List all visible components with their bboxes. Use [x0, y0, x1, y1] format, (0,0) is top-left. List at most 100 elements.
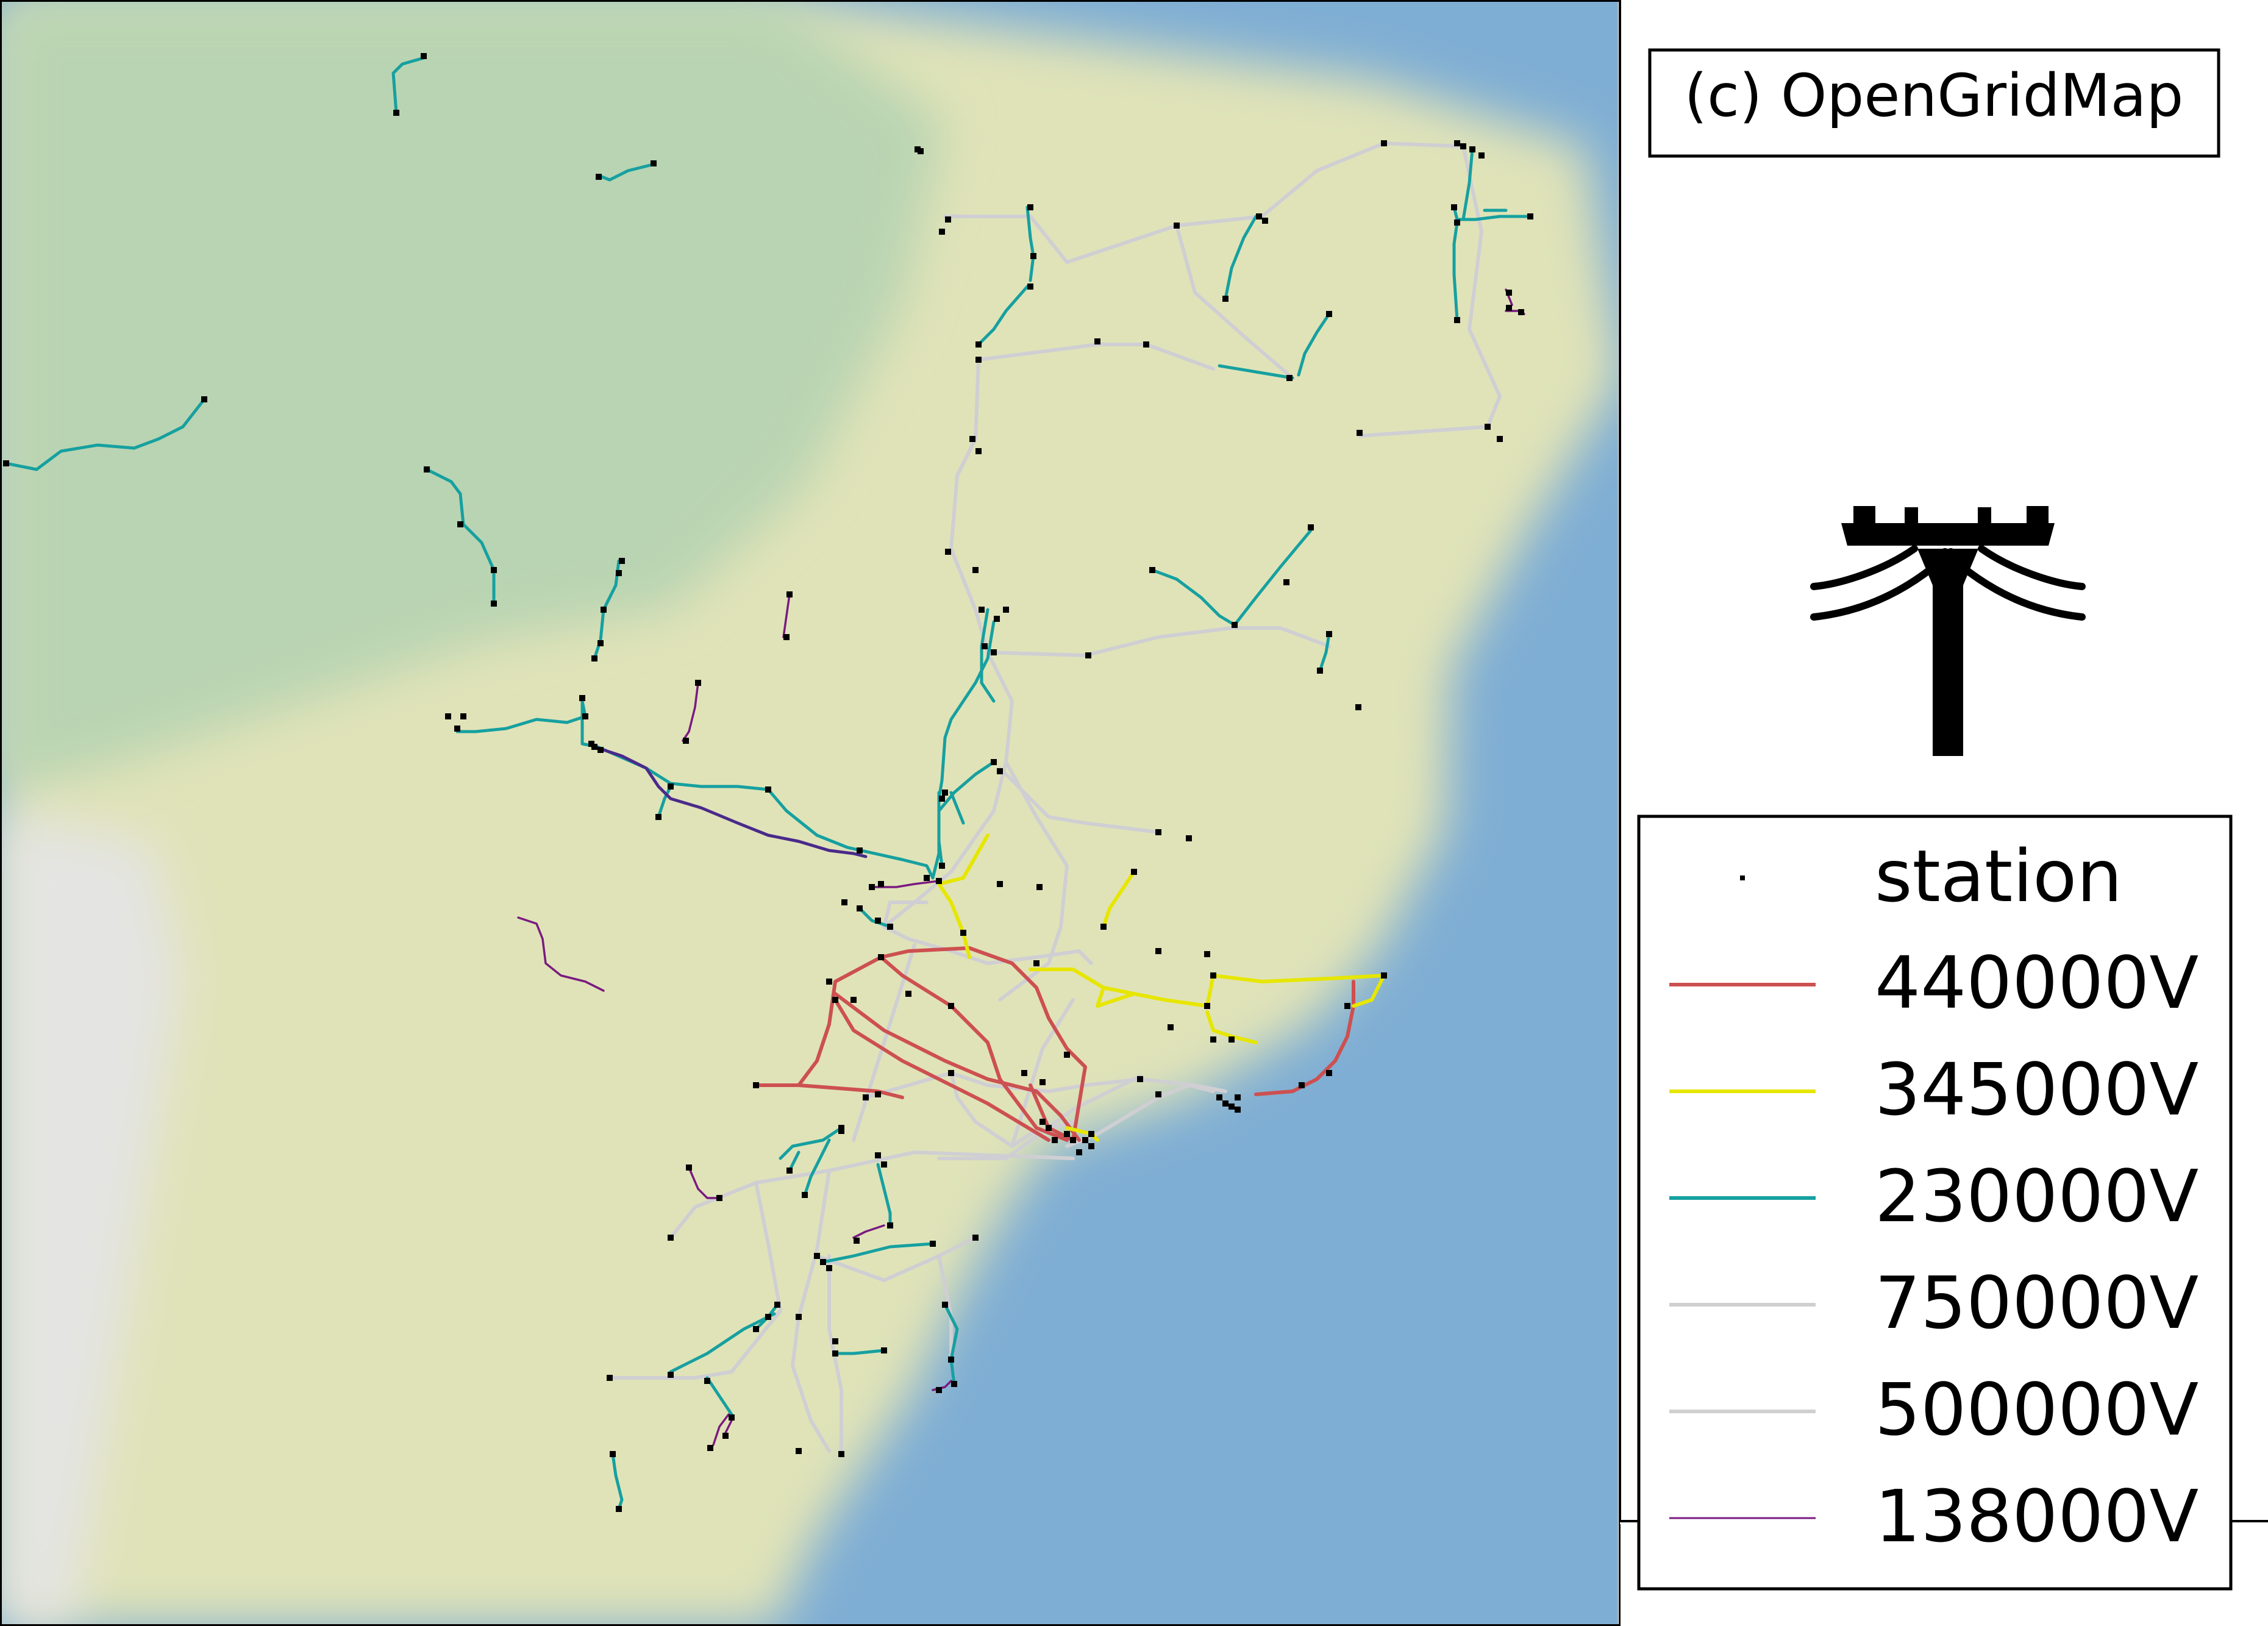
- station-marker: [707, 1445, 713, 1451]
- legend-label: 138000V: [1875, 1474, 2198, 1558]
- station-marker: [975, 448, 982, 454]
- station-marker: [1064, 1052, 1070, 1058]
- station-marker: [1137, 1076, 1143, 1082]
- station-marker: [1485, 424, 1491, 430]
- station-marker: [393, 110, 399, 116]
- station-marker: [668, 783, 674, 790]
- station-marker: [832, 997, 838, 1003]
- station-marker: [607, 1375, 613, 1381]
- station-marker: [878, 881, 884, 887]
- station-marker: [1235, 1107, 1241, 1113]
- station-marker: [814, 1253, 820, 1259]
- station-marker: [1469, 146, 1475, 152]
- station-marker: [918, 148, 924, 154]
- station-marker: [445, 713, 451, 719]
- station-marker: [1283, 579, 1289, 585]
- station-marker: [826, 1265, 832, 1271]
- station-marker: [826, 979, 832, 985]
- station-marker: [875, 1091, 881, 1097]
- station-marker: [930, 1241, 936, 1247]
- station-marker: [857, 847, 863, 854]
- station-marker: [491, 601, 497, 607]
- station-marker: [972, 1235, 979, 1241]
- station-marker: [1262, 218, 1268, 224]
- attribution-box: (c) OpenGridMap: [1648, 48, 2220, 158]
- station-marker: [1088, 1143, 1094, 1149]
- station-marker: [905, 991, 911, 997]
- station-marker: [838, 1451, 844, 1457]
- station-marker: [887, 1222, 893, 1228]
- station-marker: [1235, 1094, 1241, 1100]
- station-marker: [979, 607, 985, 613]
- station-marker: [753, 1082, 759, 1088]
- station-marker: [201, 396, 207, 402]
- station-marker: [936, 878, 942, 884]
- station-marker: [619, 558, 625, 564]
- station-marker: [421, 53, 427, 59]
- station-marker: [1228, 1104, 1235, 1110]
- station-marker: [716, 1195, 722, 1201]
- station-marker: [1155, 829, 1161, 835]
- station-marker: [491, 567, 497, 573]
- station-marker: [796, 1448, 802, 1454]
- station-marker: [1381, 140, 1387, 146]
- station-marker: [878, 954, 884, 960]
- station-marker: [454, 726, 460, 732]
- station-marker: [1518, 309, 1524, 315]
- station-marker: [424, 466, 430, 472]
- mountain-region: [1, 811, 183, 1625]
- attribution-text: (c) OpenGridMap: [1685, 62, 2184, 130]
- station-marker: [774, 1302, 780, 1308]
- transmission-lines: [4, 56, 1532, 1511]
- station-marker: [582, 713, 588, 719]
- station-marker: [1355, 704, 1361, 710]
- station-marker: [1204, 1003, 1210, 1009]
- station-marker: [939, 796, 945, 802]
- station-marker: [1155, 1091, 1161, 1097]
- station-marker: [1478, 152, 1485, 159]
- station-marker: [601, 607, 607, 613]
- station-marker: [786, 1168, 793, 1174]
- station-marker: [1094, 338, 1100, 344]
- station-marker: [838, 1128, 844, 1134]
- legend-entry: 440000V: [1669, 941, 2198, 1025]
- station-marker: [597, 747, 604, 753]
- station-marker: [668, 1235, 674, 1241]
- station-marker: [1040, 1079, 1046, 1085]
- stations: [3, 53, 1533, 1512]
- station-marker: [1003, 607, 1009, 613]
- station-marker: [875, 1152, 881, 1158]
- station-marker: [1506, 290, 1512, 296]
- station-marker: [1036, 884, 1043, 890]
- station-marker: [1506, 305, 1512, 311]
- station-marker: [1082, 1137, 1088, 1143]
- station-marker: [1186, 835, 1192, 841]
- station-marker: [841, 899, 847, 905]
- station-marker: [591, 744, 597, 750]
- station-marker: [1228, 1036, 1235, 1043]
- station-marker: [753, 1326, 759, 1332]
- station-marker: [1256, 213, 1262, 219]
- forest-region: [1, 1, 945, 793]
- station-marker: [991, 649, 997, 655]
- legend: station 440000V 345000V 230000V 750000V 50000…: [1637, 815, 2233, 1591]
- station-marker: [939, 863, 945, 869]
- station-marker: [1451, 204, 1457, 210]
- station-marker: [1326, 631, 1332, 637]
- station-marker: [460, 713, 466, 719]
- station-marker: [1088, 1131, 1094, 1137]
- station-marker: [936, 1387, 942, 1393]
- station-marker: [1454, 317, 1460, 323]
- station-marker: [1030, 253, 1036, 259]
- lines-230kv: [4, 56, 1532, 1511]
- station-marker: [1100, 924, 1107, 930]
- station-marker: [668, 1372, 674, 1378]
- lines-trunk: [593, 745, 868, 858]
- station-marker: [1040, 1119, 1046, 1125]
- station-marker: [610, 1451, 616, 1457]
- station-marker: [596, 174, 602, 180]
- station-marker: [1454, 219, 1460, 226]
- station-marker: [1027, 204, 1033, 210]
- station-marker: [948, 1357, 954, 1363]
